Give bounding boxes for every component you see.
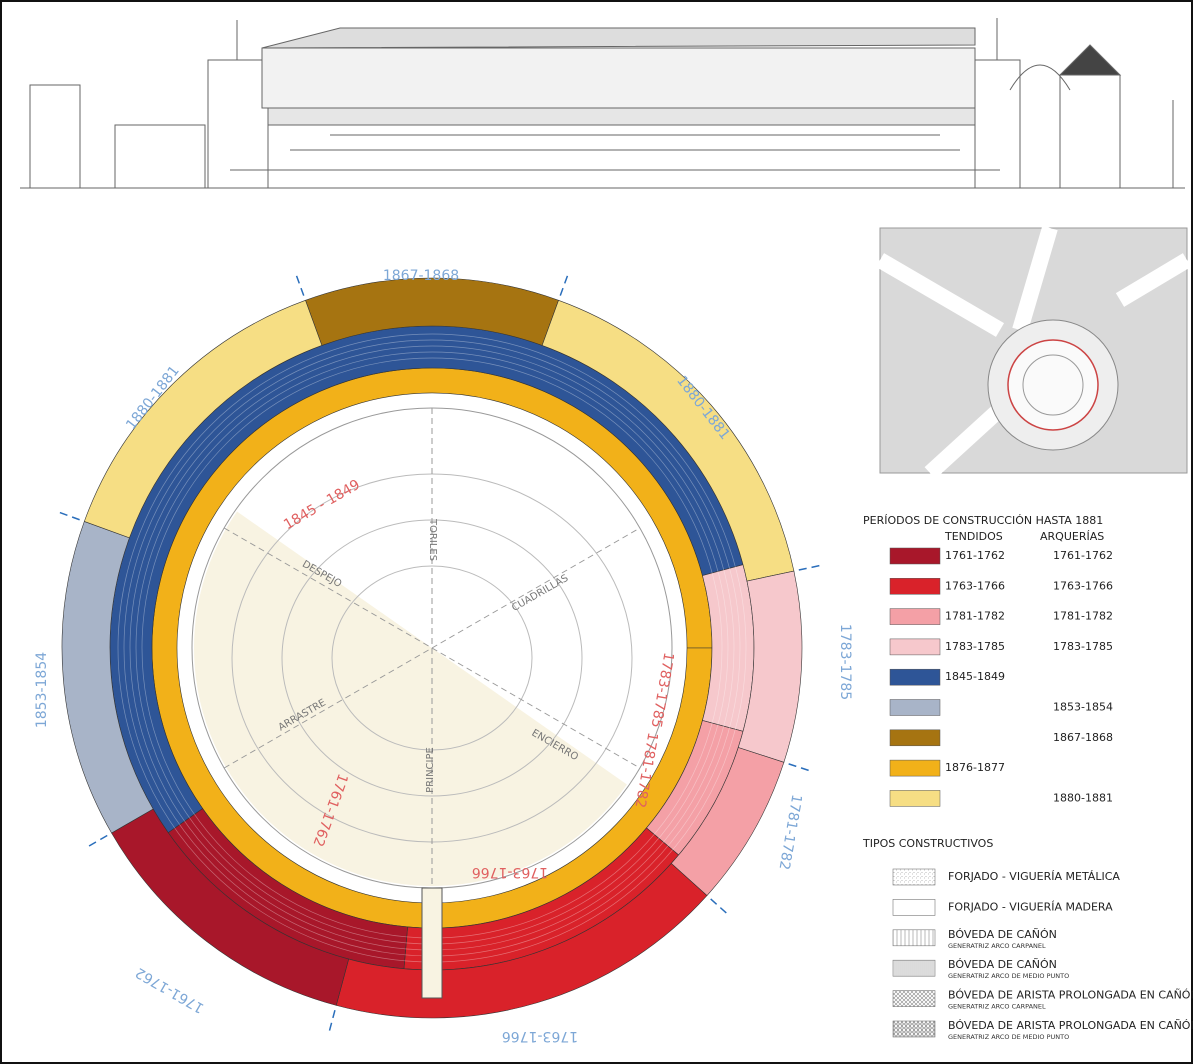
outer-label: 1853-1854 <box>34 652 50 728</box>
legend-tendidos: 1761-1762 <box>945 549 1005 562</box>
outer-label: 1783-1785 <box>837 624 853 700</box>
legend-swatch <box>890 669 940 685</box>
legend-arquerias: 1867-1868 <box>1053 731 1113 744</box>
entrance <box>422 888 442 998</box>
legend-title: PERÍODOS DE CONSTRUCCIÓN HASTA 1881 <box>863 514 1103 527</box>
type-swatch <box>893 869 935 885</box>
axis-label: PRINCIPE <box>425 747 436 793</box>
legend-arquerias: 1783-1785 <box>1053 640 1113 653</box>
legend-swatch <box>890 760 940 776</box>
type-name: BÓVEDA DE CAÑÓN <box>948 958 1057 971</box>
legend-swatch <box>890 730 940 746</box>
legend-swatch <box>890 578 940 594</box>
legend-arquerias: 1763-1766 <box>1053 579 1113 592</box>
site-map <box>880 228 1187 473</box>
types-title: TIPOS CONSTRUCTIVOS <box>862 837 993 850</box>
type-note: GENERATRIZ ARCO CARPANEL <box>948 1003 1046 1011</box>
type-name: FORJADO - VIGUERÍA METÁLICA <box>948 870 1120 883</box>
legend-arquerias: 1781-1782 <box>1053 610 1113 623</box>
legend-arquerias: 1761-1762 <box>1053 549 1113 562</box>
type-swatch <box>893 899 935 915</box>
legend-arquerias: 1880-1881 <box>1053 791 1113 804</box>
type-name: BÓVEDA DE CAÑÓN <box>948 928 1057 941</box>
axis-label: TORILES <box>427 518 438 561</box>
type-note: GENERATRIZ ARCO CARPANEL <box>948 942 1046 950</box>
type-swatch <box>893 960 935 976</box>
outer-label: 1867-1868 <box>383 268 459 284</box>
type-swatch <box>893 1021 935 1037</box>
legend-tendidos: 1763-1766 <box>945 579 1005 592</box>
type-swatch <box>893 991 935 1007</box>
type-note: GENERATRIZ ARCO DE MEDIO PUNTO <box>948 1033 1069 1041</box>
legend-tendidos: 1783-1785 <box>945 640 1005 653</box>
legend-swatch <box>890 639 940 655</box>
legend-tendidos: 1845-1849 <box>945 670 1005 683</box>
outer-label: 1763-1766 <box>502 1028 578 1044</box>
type-name: BÓVEDA DE ARISTA PROLONGADA EN CAÑÓN <box>948 1019 1193 1032</box>
col-header: ARQUERÍAS <box>1040 530 1104 543</box>
legend-arquerias: 1853-1854 <box>1053 701 1113 714</box>
col-header: TENDIDOS <box>944 530 1003 543</box>
legend-tendidos: 1876-1877 <box>945 761 1005 774</box>
inner-label: 1763-1766 <box>472 864 548 880</box>
type-name: BÓVEDA DE ARISTA PROLONGADA EN CAÑÓN <box>948 989 1193 1002</box>
legend-swatch <box>890 700 940 716</box>
legend-swatch <box>890 548 940 564</box>
type-name: FORJADO - VIGUERÍA MADERA <box>948 900 1113 913</box>
type-swatch <box>893 930 935 946</box>
legend-swatch <box>890 790 940 806</box>
legend-swatch <box>890 609 940 625</box>
page: 1867-1868 1880-1881 1783-1785 1781-1782 1763… <box>0 0 1193 1064</box>
drawing: 1867-1868 1880-1881 1783-1785 1781-1782 1763… <box>0 0 1193 1064</box>
type-note: GENERATRIZ ARCO DE MEDIO PUNTO <box>948 972 1069 980</box>
legend-tendidos: 1781-1782 <box>945 610 1005 623</box>
